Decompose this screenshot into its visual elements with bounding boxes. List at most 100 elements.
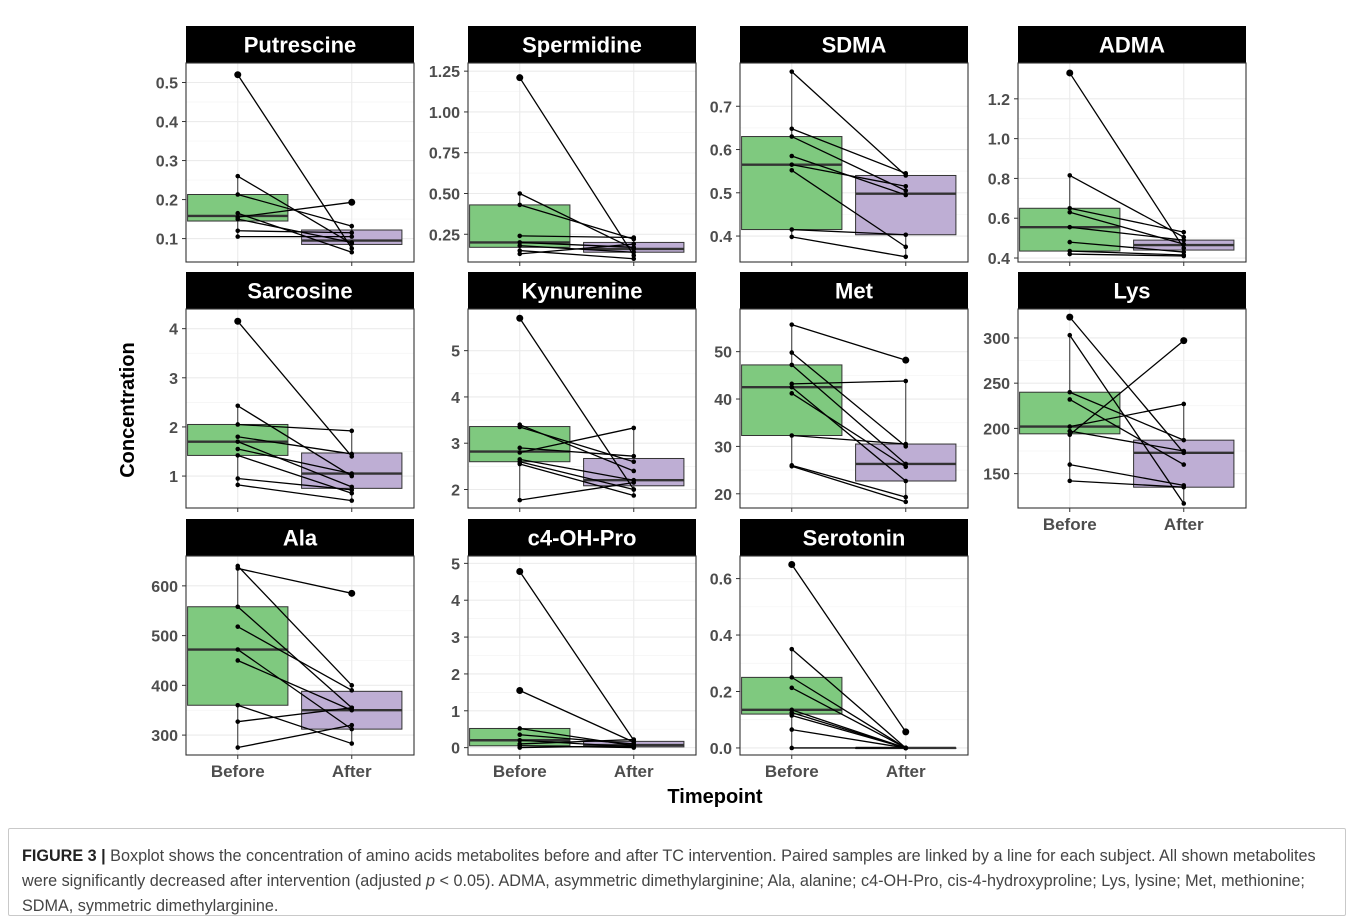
- facet-panel: c4-OH-Pro 0 1 2 3 4 5 Before After: [451, 519, 697, 781]
- y-tick-label: 400: [151, 678, 178, 695]
- box-before: [187, 606, 289, 706]
- data-point: [235, 446, 241, 452]
- facet-panels: Putrescine0.10.20.30.40.5Spermidine0.250…: [151, 26, 1247, 781]
- pair-line: [791, 380, 906, 385]
- facet-strip: [186, 26, 414, 63]
- y-tick-label: 30: [714, 439, 732, 456]
- data-point: [631, 480, 637, 485]
- facet-title: Ala: [283, 526, 318, 551]
- y-tick-label: 300: [151, 728, 178, 745]
- data-point: [1181, 245, 1187, 251]
- pair-line: [791, 392, 907, 468]
- pair-line: [237, 659, 353, 711]
- data-point: [235, 216, 241, 222]
- data-point: [1181, 253, 1187, 259]
- y-tick-label: 0.5: [710, 186, 732, 203]
- data-point: [789, 227, 795, 232]
- pair-line: [1069, 334, 1185, 504]
- data-point: [1181, 462, 1187, 467]
- data-point: [235, 566, 241, 571]
- data-point: [631, 493, 637, 498]
- data-point: [235, 658, 241, 663]
- pair-line: [237, 648, 353, 730]
- data-point: [517, 243, 523, 248]
- data-point: [789, 391, 795, 396]
- y-tick-label: 3: [451, 630, 460, 647]
- pair-line: [1069, 72, 1185, 249]
- pair-line: [791, 164, 906, 187]
- pair-line: [237, 565, 353, 686]
- data-point: [235, 476, 241, 481]
- data-point: [903, 232, 909, 238]
- x-tick-label: After: [332, 762, 372, 781]
- pair-line: [791, 128, 906, 174]
- data-point: [235, 624, 241, 629]
- pair-line: [237, 441, 352, 488]
- pair-line: [1069, 463, 1184, 487]
- data-point: [903, 499, 909, 505]
- pair-line: [237, 448, 352, 475]
- facet-panel: Kynurenine 2 3 4 5: [451, 272, 697, 512]
- data-point: [349, 722, 355, 728]
- facet-strip: [1018, 26, 1246, 63]
- data-point: [789, 433, 795, 438]
- y-tick-label: 0.7: [710, 99, 732, 116]
- y-tick-label: 5: [451, 556, 460, 573]
- data-point: [517, 445, 523, 451]
- data-point: [1067, 428, 1073, 434]
- y-tick-label: 0.4: [710, 628, 732, 645]
- data-point: [789, 685, 795, 691]
- data-point: [235, 403, 241, 409]
- data-point: [349, 683, 355, 688]
- data-point: [235, 173, 241, 179]
- data-point: [349, 471, 355, 476]
- data-point: [903, 171, 909, 176]
- data-point: [631, 743, 637, 749]
- data-point: [903, 478, 909, 484]
- data-point: [631, 737, 637, 742]
- data-point: [1181, 437, 1187, 443]
- pair-line: [237, 320, 353, 457]
- panel-border: [1017, 62, 1247, 263]
- panel-border: [467, 555, 697, 756]
- pair-line: [519, 243, 634, 255]
- data-point: [1181, 484, 1187, 490]
- data-point: [235, 647, 241, 652]
- data-point: [903, 183, 909, 189]
- caption-text-1: Boxplot shows the concentration of amino…: [22, 847, 1316, 890]
- pair-line: [237, 405, 353, 477]
- data-point: [517, 726, 523, 731]
- pair-line: [1069, 253, 1184, 257]
- data-point: [1067, 332, 1073, 338]
- facet-title: Serotonin: [803, 526, 906, 551]
- y-tick-label: 0.4: [988, 251, 1010, 268]
- facet-strip: [740, 519, 968, 556]
- y-tick-label: 4: [451, 390, 460, 407]
- data-point: [517, 248, 523, 253]
- panel-border: [739, 308, 969, 509]
- data-point: [631, 256, 637, 262]
- facet-title: ADMA: [1099, 33, 1165, 58]
- outlier-point: [1180, 337, 1188, 345]
- pair-line: [237, 626, 353, 691]
- pair-line: [237, 707, 352, 723]
- data-point: [517, 497, 523, 503]
- data-point: [517, 737, 523, 743]
- y-tick-label: 50: [714, 345, 732, 362]
- data-point: [1181, 501, 1187, 506]
- y-tick-label: 0.50: [429, 186, 460, 203]
- pair-line: [791, 728, 906, 749]
- data-point: [349, 498, 355, 503]
- pair-line: [237, 436, 352, 455]
- data-point: [789, 234, 795, 240]
- data-point: [517, 191, 523, 196]
- data-point: [235, 702, 241, 708]
- data-point: [235, 482, 241, 488]
- data-point: [235, 453, 241, 458]
- x-tick-label: After: [1164, 515, 1204, 534]
- data-point: [631, 249, 637, 255]
- pair-line: [1069, 391, 1185, 441]
- facet-panel: SDMA 0.4 0.5 0.6 0.7: [710, 26, 969, 266]
- pair-line: [791, 648, 907, 749]
- outlier-point: [516, 687, 524, 695]
